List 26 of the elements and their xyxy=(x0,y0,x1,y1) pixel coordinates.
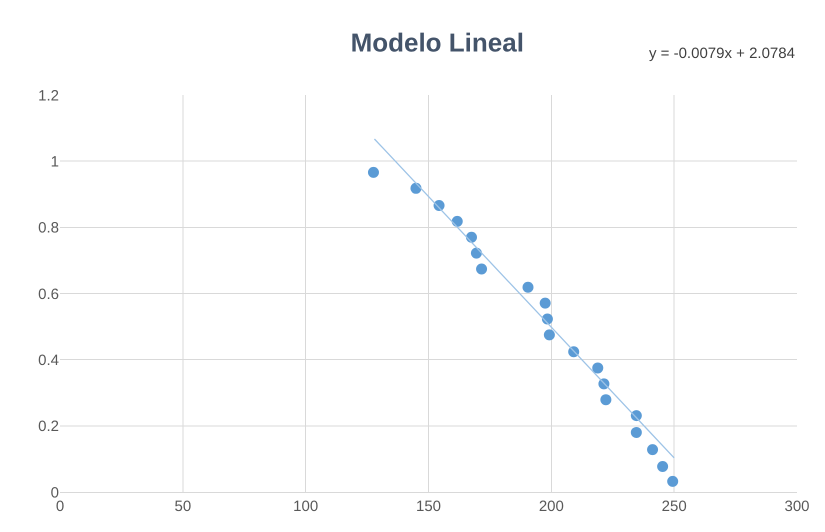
text: y = -0.0079x + 2.0784 xyxy=(649,45,795,62)
y-tick-label: 0.6 xyxy=(38,286,59,303)
chart-title: Modelo Lineal xyxy=(350,28,524,58)
point xyxy=(647,444,658,456)
point xyxy=(540,298,551,309)
point xyxy=(630,426,642,438)
x-tick-label: 50 xyxy=(174,498,192,515)
x-tick-label: 200 xyxy=(538,498,564,515)
x-tick-label: 300 xyxy=(784,498,810,515)
point xyxy=(544,329,555,340)
point xyxy=(657,461,668,472)
point xyxy=(592,362,604,374)
point xyxy=(476,264,488,275)
x-tick-label: 150 xyxy=(416,498,442,515)
y-tick-label: 1 xyxy=(50,153,59,170)
y-tick-label: 0.2 xyxy=(38,418,59,436)
x-tick-label: 250 xyxy=(662,498,687,515)
y-tick-label: 0 xyxy=(50,484,59,502)
x-tick-label: 100 xyxy=(293,498,318,515)
y-tick-label: 0.4 xyxy=(38,352,59,369)
point xyxy=(667,476,678,487)
point xyxy=(600,394,612,406)
y-tick-label: 0.8 xyxy=(38,220,59,237)
y-tick-label: 1.2 xyxy=(38,87,59,104)
point xyxy=(368,166,379,178)
point xyxy=(522,282,534,293)
